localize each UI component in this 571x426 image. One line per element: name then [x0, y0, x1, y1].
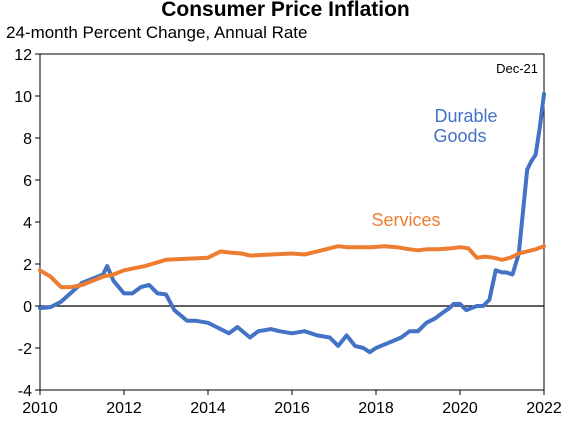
series-line-durable-goods — [38, 91, 546, 355]
x-tick-label: 2016 — [274, 400, 310, 417]
x-tick-label: 2010 — [22, 400, 58, 417]
y-tick-label: 12 — [14, 47, 32, 64]
chart-subtitle: 24-month Percent Change, Annual Rate — [6, 23, 308, 42]
y-tick-label: 6 — [23, 173, 32, 190]
x-tick-label: 2014 — [190, 400, 226, 417]
x-tick-label: 2022 — [526, 400, 562, 417]
series-label-services: Services — [371, 210, 440, 230]
x-tick-label: 2018 — [358, 400, 394, 417]
chart-title: Consumer Price Inflation — [161, 0, 410, 21]
y-tick-label: 2 — [23, 257, 32, 274]
y-tick-label: 10 — [14, 89, 32, 106]
y-tick-label: -4 — [18, 383, 32, 400]
plot-frame — [39, 53, 545, 391]
y-tick-label: 4 — [23, 215, 32, 232]
y-tick-label: -2 — [18, 341, 32, 358]
y-tick-label: 0 — [23, 299, 32, 316]
y-tick-label: 8 — [23, 131, 32, 148]
series-line-services — [38, 244, 546, 290]
date-annotation: Dec-21 — [496, 61, 538, 76]
x-tick-label: 2020 — [442, 400, 478, 417]
series-label-durable-goods: Durable Goods — [433, 106, 497, 146]
x-tick-label: 2012 — [106, 400, 142, 417]
